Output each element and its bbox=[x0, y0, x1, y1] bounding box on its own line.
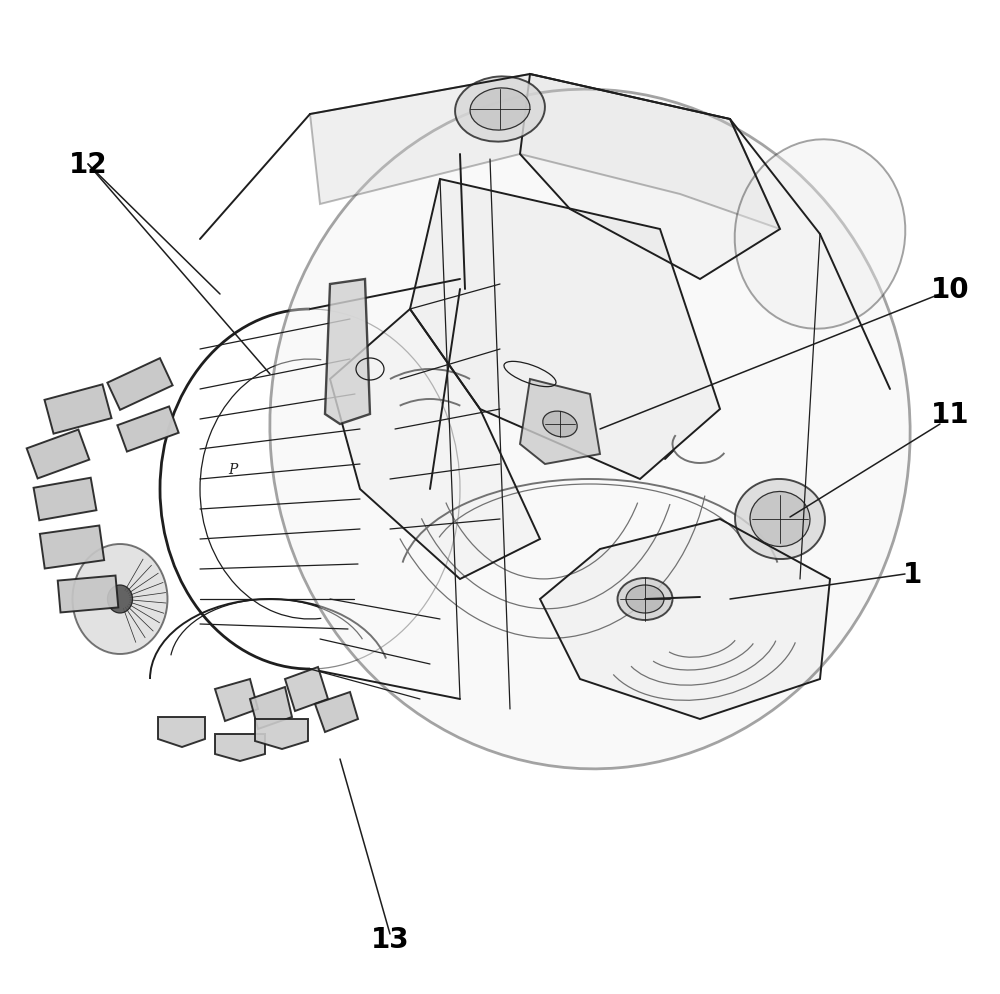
Polygon shape bbox=[410, 180, 720, 479]
Polygon shape bbox=[520, 380, 600, 464]
Polygon shape bbox=[34, 478, 96, 521]
Polygon shape bbox=[325, 279, 370, 424]
Polygon shape bbox=[315, 692, 358, 733]
Polygon shape bbox=[27, 430, 89, 479]
Ellipse shape bbox=[73, 545, 168, 654]
Ellipse shape bbox=[735, 140, 905, 329]
Text: 13: 13 bbox=[371, 925, 409, 953]
Polygon shape bbox=[117, 407, 179, 452]
Ellipse shape bbox=[735, 479, 825, 560]
Ellipse shape bbox=[626, 585, 664, 613]
Polygon shape bbox=[40, 526, 104, 569]
Polygon shape bbox=[158, 718, 205, 747]
Polygon shape bbox=[58, 576, 118, 613]
Polygon shape bbox=[310, 75, 780, 230]
Polygon shape bbox=[34, 478, 96, 521]
Polygon shape bbox=[44, 385, 112, 434]
Ellipse shape bbox=[543, 412, 577, 437]
Polygon shape bbox=[107, 359, 173, 411]
Polygon shape bbox=[285, 667, 328, 712]
Polygon shape bbox=[27, 430, 89, 479]
Polygon shape bbox=[520, 75, 780, 279]
Polygon shape bbox=[310, 75, 780, 230]
Polygon shape bbox=[58, 576, 118, 613]
Ellipse shape bbox=[455, 78, 545, 142]
Polygon shape bbox=[44, 385, 112, 434]
Polygon shape bbox=[250, 687, 292, 730]
Polygon shape bbox=[255, 720, 308, 749]
Polygon shape bbox=[325, 279, 370, 424]
Ellipse shape bbox=[270, 90, 910, 769]
Polygon shape bbox=[215, 679, 258, 722]
Polygon shape bbox=[40, 526, 104, 569]
Polygon shape bbox=[215, 735, 265, 761]
Text: P: P bbox=[228, 462, 238, 476]
Text: 12: 12 bbox=[69, 151, 107, 179]
Ellipse shape bbox=[470, 88, 530, 131]
Polygon shape bbox=[117, 407, 179, 452]
Text: 10: 10 bbox=[931, 275, 969, 304]
Text: 1: 1 bbox=[902, 561, 922, 588]
Polygon shape bbox=[520, 380, 600, 464]
Ellipse shape bbox=[750, 492, 810, 547]
Polygon shape bbox=[107, 359, 173, 411]
Polygon shape bbox=[540, 520, 830, 720]
Text: 11: 11 bbox=[931, 401, 969, 428]
Ellipse shape bbox=[618, 579, 672, 620]
Polygon shape bbox=[330, 310, 540, 580]
Ellipse shape bbox=[108, 585, 133, 613]
